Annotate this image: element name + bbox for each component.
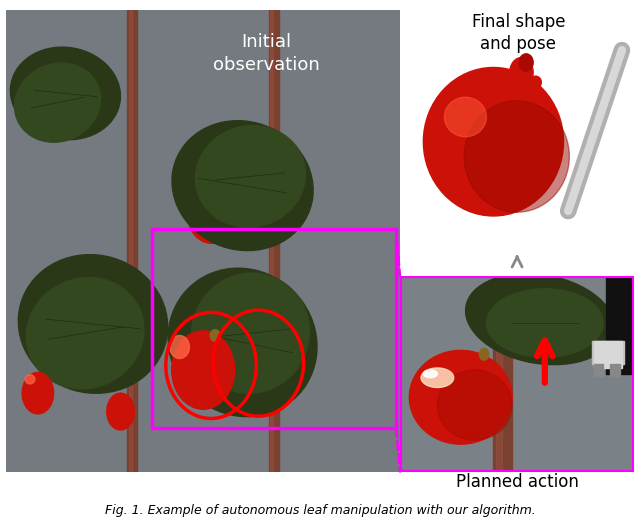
Ellipse shape xyxy=(210,330,220,341)
Ellipse shape xyxy=(510,58,533,87)
Ellipse shape xyxy=(191,273,309,393)
Ellipse shape xyxy=(19,255,168,393)
Ellipse shape xyxy=(486,289,604,357)
Ellipse shape xyxy=(410,351,512,444)
Ellipse shape xyxy=(437,370,512,440)
Bar xyxy=(152,229,396,428)
Ellipse shape xyxy=(424,370,437,378)
Bar xyxy=(269,10,279,472)
Ellipse shape xyxy=(421,368,454,388)
Text: Final shape
and pose: Final shape and pose xyxy=(472,13,565,53)
Ellipse shape xyxy=(479,349,489,360)
Ellipse shape xyxy=(172,121,313,251)
Bar xyxy=(270,10,273,472)
Ellipse shape xyxy=(519,54,533,71)
Ellipse shape xyxy=(424,67,564,216)
Ellipse shape xyxy=(172,331,235,410)
Ellipse shape xyxy=(25,375,35,384)
Text: Planned action: Planned action xyxy=(456,473,579,491)
Ellipse shape xyxy=(107,393,134,430)
Ellipse shape xyxy=(22,373,54,414)
Text: Fig. 1. Example of autonomous leaf manipulation with our algorithm.: Fig. 1. Example of autonomous leaf manip… xyxy=(104,504,536,517)
Ellipse shape xyxy=(464,101,570,212)
Bar xyxy=(496,276,502,472)
Bar xyxy=(591,341,624,364)
Ellipse shape xyxy=(444,97,486,137)
Ellipse shape xyxy=(530,76,541,89)
Ellipse shape xyxy=(178,172,205,209)
Ellipse shape xyxy=(195,126,305,227)
Bar xyxy=(127,10,137,472)
Bar xyxy=(594,364,604,376)
Bar xyxy=(493,276,512,472)
Ellipse shape xyxy=(170,336,189,358)
Text: Initial
observation: Initial observation xyxy=(213,33,319,73)
Ellipse shape xyxy=(15,63,100,142)
Bar xyxy=(605,276,634,374)
Ellipse shape xyxy=(465,274,615,365)
Ellipse shape xyxy=(10,47,120,140)
Bar xyxy=(594,341,622,368)
Bar xyxy=(129,10,132,472)
Ellipse shape xyxy=(168,268,317,417)
Bar xyxy=(611,364,620,376)
Ellipse shape xyxy=(188,183,235,243)
Ellipse shape xyxy=(26,278,144,389)
